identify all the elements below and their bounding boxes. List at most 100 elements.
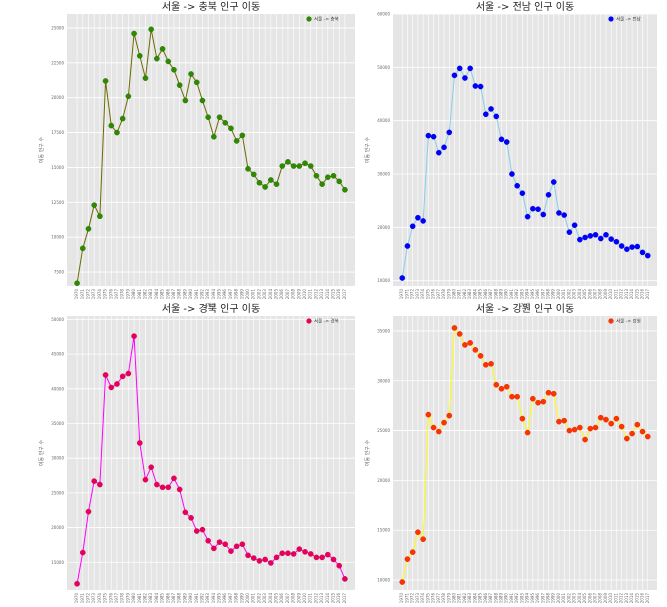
x-tick-label: 2014	[325, 593, 330, 604]
x-tick-label: 1995	[530, 593, 535, 604]
x-tick-label: 2015	[634, 593, 639, 604]
data-point	[250, 171, 257, 178]
data-point	[456, 65, 463, 72]
legend-label: 서울 -> 강원	[616, 318, 641, 325]
data-point	[514, 182, 520, 189]
x-tick-label: 1998	[546, 289, 551, 300]
data-point	[488, 361, 494, 367]
data-point	[503, 383, 510, 390]
x-tick-label: 2005	[582, 289, 587, 300]
data-point	[519, 415, 526, 422]
x-tick-label: 1971	[80, 289, 85, 300]
x-tick-label: 2009	[603, 593, 608, 604]
data-point	[268, 177, 274, 183]
data-point	[165, 58, 172, 65]
y-axis-label: 이동 인구 수	[38, 440, 45, 467]
x-tick-label: 1999	[239, 593, 244, 604]
x-tick-label: 2016	[336, 289, 341, 300]
x-tick-label: 1985	[160, 593, 165, 604]
data-point	[279, 163, 286, 169]
data-point	[159, 484, 166, 491]
y-tick-label: 35000	[377, 328, 390, 333]
x-tick-label: 2005	[582, 593, 587, 604]
data-point	[136, 53, 143, 59]
data-point	[613, 238, 620, 245]
x-tick-label: 2008	[291, 593, 296, 604]
y-tick-label: 20000	[51, 95, 64, 100]
x-tick-label: 1987	[488, 593, 493, 604]
x-tick-label: 1997	[540, 593, 545, 604]
data-point	[467, 340, 473, 346]
data-point	[108, 384, 115, 391]
x-tick-label: 1977	[436, 593, 441, 604]
plot-area	[393, 14, 657, 286]
data-point	[446, 129, 453, 136]
data-point	[530, 205, 536, 212]
x-tick-label: 1987	[171, 593, 176, 604]
data-point	[222, 541, 229, 548]
y-tick-label: 20000	[377, 225, 390, 230]
x-tick-label: 1979	[446, 593, 451, 604]
data-point	[182, 97, 189, 104]
data-point	[97, 481, 103, 488]
data-point	[624, 435, 630, 442]
data-point	[556, 210, 562, 216]
data-point	[154, 55, 160, 62]
x-tick-label: 1980	[451, 593, 456, 604]
x-tick-label: 1972	[85, 593, 90, 604]
x-tick-label: 1996	[535, 289, 540, 300]
x-tick-label: 1986	[483, 593, 488, 604]
x-tick-label: 1975	[425, 289, 430, 300]
data-point	[171, 66, 177, 73]
data-point	[399, 275, 406, 281]
data-point	[488, 106, 494, 112]
y-tick-label: 7500	[54, 270, 65, 275]
data-point	[268, 560, 274, 566]
x-tick-label: 1988	[493, 289, 498, 300]
data-point	[256, 558, 263, 564]
x-tick-label: 2002	[566, 289, 571, 300]
x-tick-label: 1984	[472, 593, 477, 604]
x-tick-label: 1992	[514, 289, 519, 300]
data-point	[188, 71, 194, 77]
data-point	[136, 440, 143, 446]
x-axis-label: 기간	[520, 302, 530, 309]
data-point	[285, 159, 291, 165]
data-point	[566, 229, 573, 235]
data-point	[477, 83, 484, 90]
x-tick-label: 1971	[404, 289, 409, 300]
x-tick-label: 2012	[313, 593, 318, 604]
x-tick-label: 2008	[598, 593, 603, 604]
x-tick-label: 1976	[108, 289, 113, 300]
x-tick-label: 2009	[603, 289, 608, 300]
data-point	[561, 417, 567, 424]
data-point	[211, 133, 217, 140]
data-point	[125, 93, 132, 100]
x-tick-label: 1974	[420, 289, 425, 300]
x-tick-label: 1999	[551, 289, 556, 300]
data-point	[74, 580, 80, 587]
x-tick-label: 1971	[80, 593, 85, 604]
data-point	[307, 163, 314, 169]
data-point	[498, 385, 505, 392]
data-point	[587, 233, 594, 239]
x-tick-label: 2016	[640, 593, 645, 604]
data-point	[597, 235, 604, 242]
data-point	[79, 549, 86, 556]
data-point	[342, 186, 348, 193]
x-tick-label: 1980	[131, 593, 136, 604]
y-tick-label: 50000	[51, 317, 64, 322]
data-point	[409, 549, 416, 555]
x-tick-label: 2004	[577, 289, 582, 300]
x-tick-label: 1971	[404, 593, 409, 604]
y-tick-label: 12500	[51, 200, 64, 205]
x-tick-label: 1991	[509, 593, 514, 604]
x-tick-label: 1976	[431, 289, 436, 300]
x-tick-label: 2002	[566, 593, 571, 604]
data-point	[524, 213, 531, 220]
data-point	[296, 546, 303, 552]
x-tick-label: 1970	[74, 289, 79, 300]
x-tick-label: 1993	[205, 593, 210, 604]
x-tick-label: 1973	[415, 289, 420, 300]
